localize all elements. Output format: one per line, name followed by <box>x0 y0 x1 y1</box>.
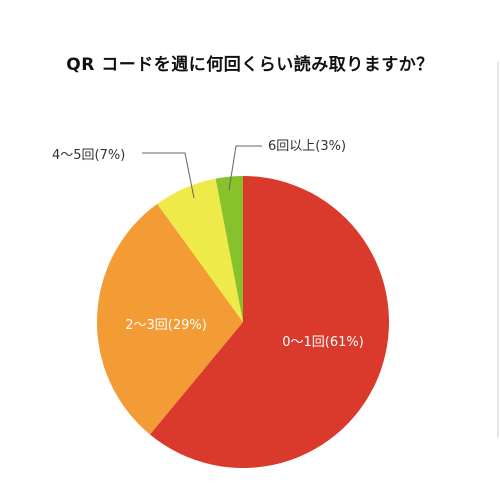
pie-slice-4-5 <box>157 178 243 322</box>
data-label-slice-0-1: 0～1回(61%) <box>282 335 364 350</box>
data-label-slice-2-3: 2～3回(29%) <box>125 318 207 333</box>
chart-title: QR コードを週に何回くらい読み取りますか？ <box>66 55 434 75</box>
pie-slice-2-3 <box>97 203 243 435</box>
leader-line-slice-4-5 <box>142 152 195 199</box>
pie-slice-0-1 <box>149 176 390 469</box>
pie-slice-6-plus <box>215 176 243 322</box>
panel-divider <box>497 62 499 438</box>
leader-line-slice-6-plus <box>228 145 262 191</box>
data-label-slice-6-plus: 6回以上(3%) <box>268 139 346 154</box>
data-label-slice-4-5: 4～5回(7%) <box>52 148 125 163</box>
